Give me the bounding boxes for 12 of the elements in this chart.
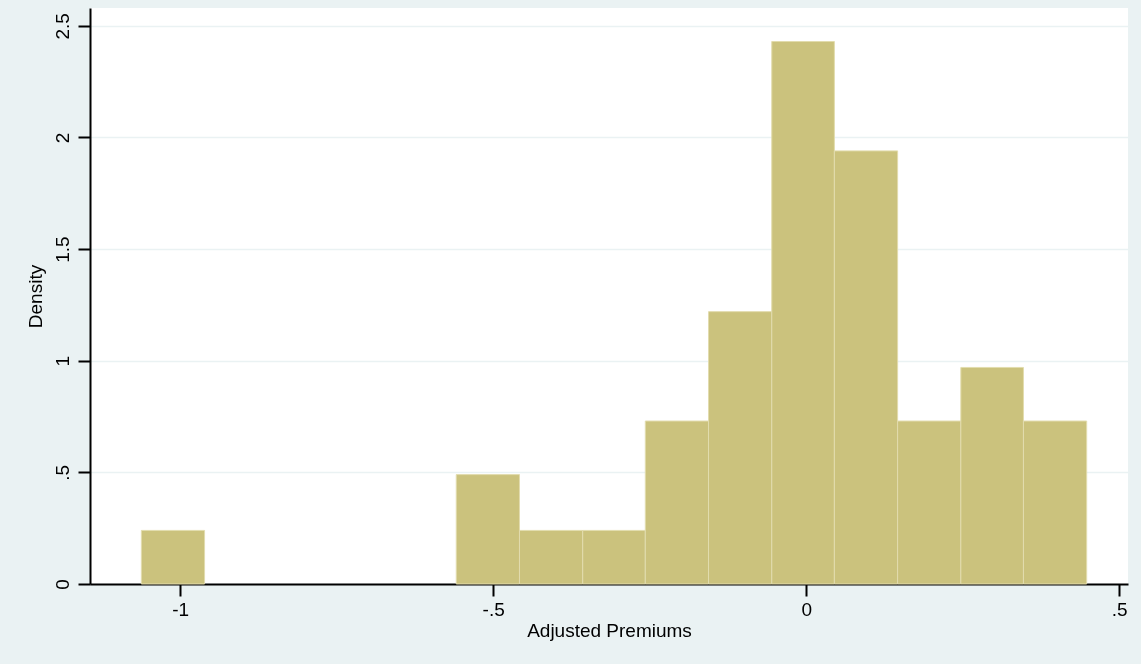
y-tick-label: 1 bbox=[51, 355, 73, 367]
x-tick-label: -.5 bbox=[482, 598, 505, 620]
y-tick-label: .5 bbox=[51, 464, 73, 481]
y-tick-label: 0 bbox=[51, 579, 73, 590]
y-tick-label: 2.5 bbox=[51, 13, 73, 40]
x-tick-label: 0 bbox=[801, 598, 812, 620]
y-tick-label: 2 bbox=[51, 132, 73, 144]
x-axis-title: Adjusted Premiums bbox=[527, 619, 692, 641]
x-tick-label: -1 bbox=[172, 598, 190, 620]
y-tick-label: 1.5 bbox=[51, 236, 73, 263]
x-tick-label: .5 bbox=[1111, 598, 1128, 620]
y-axis-title: Density bbox=[24, 264, 46, 329]
